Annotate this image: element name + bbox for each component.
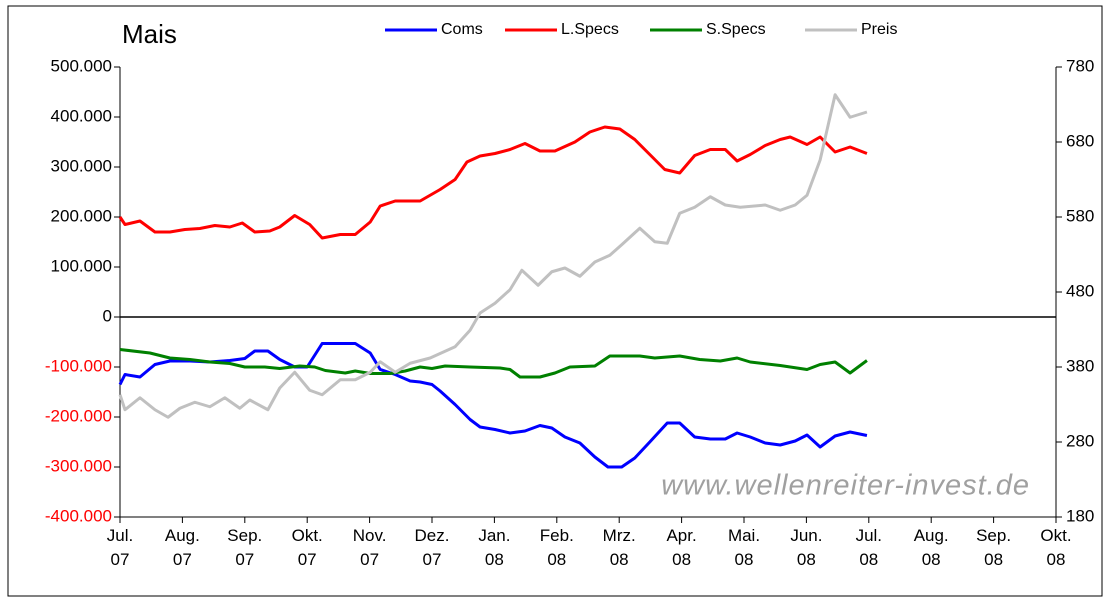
series-line — [118, 125, 868, 240]
x-tick-label: Jun. 08 — [790, 526, 823, 569]
y-tick-label: -300.000 — [45, 456, 112, 475]
y-tick-label: 300.000 — [51, 156, 112, 175]
y-tick-label: -200.000 — [45, 406, 112, 425]
y2-tick-label: 180 — [1066, 506, 1094, 525]
y-tick-label: 500.000 — [51, 56, 112, 75]
x-tick-label: Okt. 08 — [1040, 526, 1072, 569]
y-tick-label: -400.000 — [45, 506, 112, 525]
y-tick-label: 400.000 — [51, 106, 112, 125]
x-tick-label: Aug. 08 — [913, 526, 949, 569]
y-tick-label: -100.000 — [45, 356, 112, 375]
legend-label: Preis — [861, 21, 897, 38]
legend-label: Coms — [441, 21, 483, 38]
chart-title: Mais — [122, 19, 177, 49]
x-tick-label: Apr. 08 — [666, 526, 697, 569]
x-tick-label: Dez. 07 — [414, 526, 450, 569]
y-tick-label: 0 — [103, 306, 112, 325]
x-tick-label: Jul. 08 — [855, 526, 883, 569]
y2-tick-label: 480 — [1066, 281, 1094, 300]
x-tick-label: Sep. 07 — [227, 526, 263, 569]
legend-label: L.Specs — [561, 21, 619, 38]
y-tick-label: 200.000 — [51, 206, 112, 225]
watermark: www.wellenreiter-invest.de — [661, 470, 1030, 502]
x-tick-label: Nov. 07 — [352, 526, 387, 569]
x-tick-label: Mai. 08 — [727, 526, 761, 569]
x-tick-label: Mrz. 08 — [602, 526, 636, 569]
y2-tick-label: 680 — [1066, 131, 1094, 150]
x-tick-label: Okt. 07 — [291, 526, 323, 569]
y-tick-label: 100.000 — [51, 256, 112, 275]
x-tick-label: Aug. 07 — [164, 526, 200, 569]
x-tick-label: Jul. 07 — [106, 526, 134, 569]
chart-frame — [7, 5, 1103, 597]
x-tick-label: Sep. 08 — [976, 526, 1012, 569]
x-tick-label: Feb. 08 — [539, 526, 574, 569]
y2-tick-label: 780 — [1066, 56, 1094, 75]
y2-tick-label: 380 — [1066, 356, 1094, 375]
series-line — [118, 93, 868, 419]
y2-tick-label: 580 — [1066, 206, 1094, 225]
legend-label: S.Specs — [706, 21, 766, 38]
y2-tick-label: 280 — [1066, 431, 1094, 450]
x-tick-label: Jan. 08 — [478, 526, 511, 569]
series-line — [119, 348, 868, 379]
series-line — [118, 342, 868, 469]
